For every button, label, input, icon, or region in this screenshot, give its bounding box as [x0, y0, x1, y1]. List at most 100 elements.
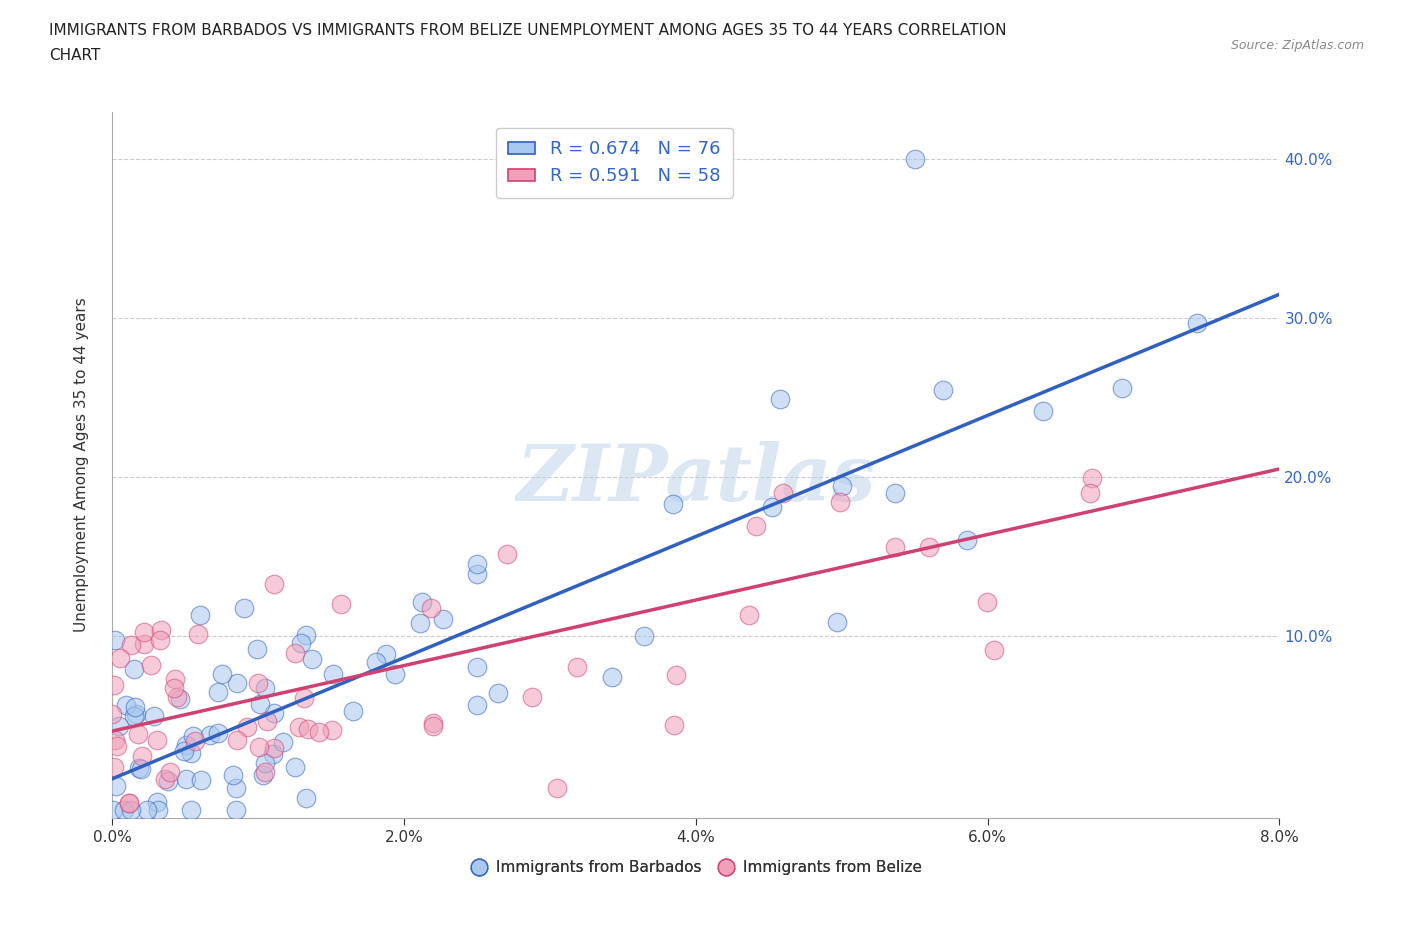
Point: [112, 802, 135, 817]
Point: [284, 759, 307, 774]
Point: [432, 612, 454, 627]
Point: [235, 720, 257, 735]
Point: [295, 628, 318, 643]
Point: [118, 795, 141, 810]
Point: [308, 724, 330, 739]
Point: [226, 733, 249, 748]
Point: [148, 803, 170, 817]
Point: [180, 746, 202, 761]
Point: [422, 715, 444, 730]
Point: [284, 645, 307, 660]
Point: [932, 383, 955, 398]
Point: [662, 497, 685, 512]
Point: [136, 803, 159, 817]
Point: [211, 667, 233, 682]
Point: [125, 707, 148, 722]
Point: [174, 737, 197, 752]
Point: [104, 733, 127, 748]
Point: [103, 803, 125, 817]
Point: [101, 707, 124, 722]
Point: [226, 676, 249, 691]
Point: [246, 642, 269, 657]
Point: [180, 803, 202, 817]
Point: [665, 668, 688, 683]
Point: [884, 539, 907, 554]
Point: [103, 677, 125, 692]
Point: [292, 690, 315, 705]
Point: [486, 685, 509, 700]
Point: [124, 699, 146, 714]
Point: [918, 540, 941, 555]
Point: [288, 719, 311, 734]
Point: [252, 767, 274, 782]
Point: [142, 708, 165, 723]
Point: [422, 719, 444, 734]
Point: [1080, 471, 1102, 485]
Point: [132, 624, 155, 639]
Point: [374, 646, 396, 661]
Point: [256, 713, 278, 728]
Point: [247, 739, 270, 754]
Point: [118, 795, 141, 810]
Point: [128, 761, 150, 776]
Point: [174, 771, 197, 786]
Point: [301, 652, 323, 667]
Y-axis label: Unemployment Among Ages 35 to 44 years: Unemployment Among Ages 35 to 44 years: [75, 298, 89, 632]
Point: [249, 696, 271, 711]
Point: [976, 594, 998, 609]
Point: [253, 764, 276, 779]
Point: [114, 698, 136, 712]
Point: [1032, 404, 1054, 418]
Point: [254, 681, 277, 696]
Point: [983, 643, 1005, 658]
Point: [190, 772, 212, 787]
Point: [633, 629, 655, 644]
Point: [263, 741, 285, 756]
Point: [321, 723, 343, 737]
Point: [884, 485, 907, 500]
Point: [124, 708, 146, 723]
Point: [131, 749, 153, 764]
Point: [163, 671, 186, 686]
Point: [104, 632, 127, 647]
Text: IMMIGRANTS FROM BARBADOS VS IMMIGRANTS FROM BELIZE UNEMPLOYMENT AMONG AGES 35 TO: IMMIGRANTS FROM BARBADOS VS IMMIGRANTS F…: [49, 23, 1007, 38]
Point: [956, 532, 979, 547]
Point: [156, 774, 179, 789]
Point: [200, 727, 222, 742]
Point: [745, 519, 768, 534]
Point: [761, 499, 783, 514]
Point: [769, 392, 792, 406]
Point: [127, 726, 149, 741]
Point: [831, 478, 853, 493]
Point: [169, 691, 191, 706]
Point: [253, 756, 276, 771]
Point: [107, 718, 129, 733]
Point: [419, 601, 441, 616]
Point: [146, 732, 169, 747]
Point: [263, 577, 285, 591]
Point: [772, 485, 794, 500]
Point: [159, 764, 181, 779]
Point: [411, 595, 433, 610]
Point: [183, 728, 205, 743]
Point: [120, 637, 142, 652]
Point: [166, 690, 188, 705]
Point: [122, 662, 145, 677]
Point: [103, 760, 125, 775]
Text: CHART: CHART: [49, 48, 101, 63]
Point: [465, 556, 488, 571]
Point: [496, 546, 519, 561]
Point: [662, 717, 685, 732]
Point: [297, 722, 319, 737]
Point: [384, 667, 406, 682]
Point: [520, 689, 543, 704]
Text: Source: ZipAtlas.com: Source: ZipAtlas.com: [1230, 39, 1364, 52]
Point: [173, 744, 195, 759]
Point: [184, 734, 207, 749]
Point: [139, 658, 162, 672]
Point: [153, 771, 176, 786]
Point: [290, 635, 312, 650]
Point: [132, 636, 155, 651]
Point: [295, 790, 318, 805]
Point: [146, 795, 169, 810]
